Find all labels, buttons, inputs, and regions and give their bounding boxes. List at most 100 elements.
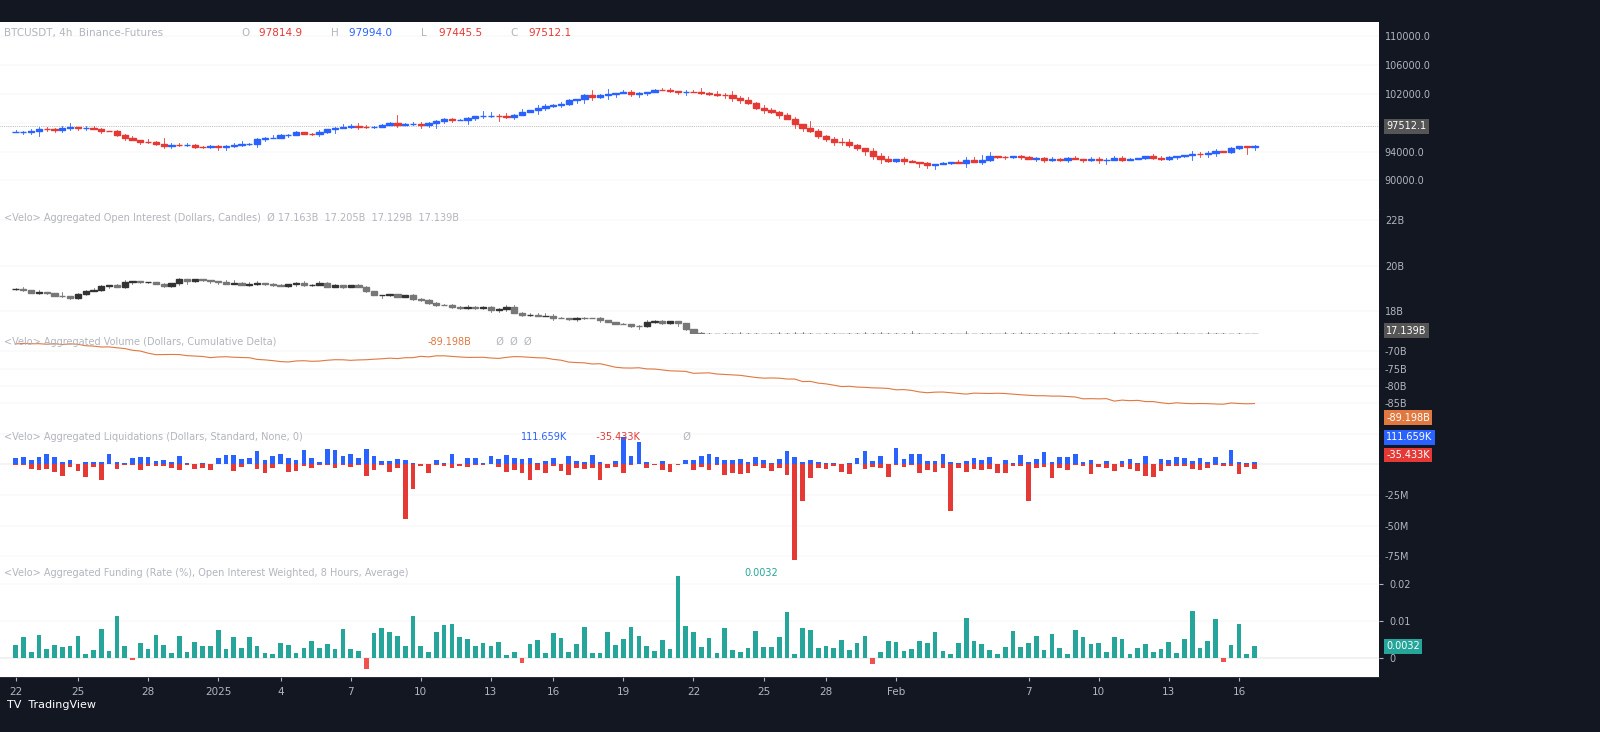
Bar: [1050, 635, 1054, 658]
Bar: [846, 463, 851, 464]
Bar: [1166, 642, 1171, 658]
Bar: [154, 464, 158, 466]
Bar: [154, 460, 158, 464]
Bar: [224, 649, 229, 658]
Bar: [1150, 464, 1155, 477]
Bar: [480, 307, 486, 308]
Bar: [238, 283, 245, 285]
Bar: [518, 111, 525, 115]
Bar: [909, 455, 914, 464]
Bar: [933, 461, 938, 464]
Bar: [130, 458, 134, 464]
Bar: [1158, 464, 1163, 471]
Bar: [35, 292, 42, 294]
Bar: [371, 291, 378, 295]
Bar: [114, 285, 120, 287]
Bar: [667, 321, 674, 323]
Bar: [909, 649, 914, 658]
Bar: [152, 142, 158, 144]
Bar: [341, 456, 346, 464]
Bar: [1174, 464, 1179, 466]
Bar: [363, 658, 368, 668]
Bar: [738, 459, 742, 464]
Bar: [1042, 464, 1046, 467]
Bar: [987, 651, 992, 658]
Bar: [762, 460, 766, 464]
Bar: [426, 464, 430, 474]
Bar: [254, 464, 259, 469]
Bar: [138, 643, 142, 658]
Bar: [653, 464, 658, 465]
Bar: [278, 643, 283, 658]
Bar: [240, 648, 243, 658]
Bar: [301, 464, 306, 466]
Bar: [792, 457, 797, 464]
Bar: [1205, 153, 1211, 154]
Bar: [870, 464, 875, 467]
Bar: [536, 640, 539, 658]
Bar: [840, 464, 843, 472]
Bar: [925, 464, 930, 470]
Bar: [411, 463, 416, 464]
Bar: [200, 463, 205, 464]
Bar: [178, 636, 181, 658]
Bar: [1237, 464, 1242, 474]
Bar: [75, 127, 82, 128]
Bar: [536, 464, 539, 470]
Bar: [1011, 464, 1016, 466]
Bar: [979, 464, 984, 471]
Bar: [1213, 619, 1218, 658]
Bar: [589, 95, 595, 97]
Bar: [83, 463, 88, 464]
Bar: [754, 631, 758, 658]
Bar: [1237, 462, 1242, 464]
Bar: [528, 458, 533, 464]
Bar: [566, 456, 571, 464]
Bar: [894, 464, 899, 465]
Bar: [1120, 464, 1125, 466]
Bar: [792, 464, 797, 560]
Bar: [573, 318, 579, 319]
Bar: [488, 456, 493, 464]
Bar: [99, 629, 104, 658]
Bar: [754, 464, 758, 466]
Bar: [91, 650, 96, 658]
Bar: [1221, 464, 1226, 466]
Text: 111.659K: 111.659K: [522, 432, 568, 441]
Text: 97994.0: 97994.0: [349, 28, 395, 37]
Bar: [1253, 464, 1258, 468]
Bar: [1198, 464, 1202, 469]
Bar: [957, 464, 960, 468]
Bar: [496, 643, 501, 658]
Bar: [333, 450, 338, 464]
Bar: [933, 464, 938, 471]
Bar: [371, 633, 376, 658]
Bar: [862, 451, 867, 464]
Bar: [262, 460, 267, 464]
Bar: [707, 464, 712, 470]
Bar: [1104, 461, 1109, 464]
Bar: [309, 458, 314, 464]
Bar: [582, 464, 587, 469]
Bar: [138, 280, 144, 283]
Bar: [878, 651, 883, 658]
Bar: [168, 283, 174, 286]
Bar: [122, 463, 126, 464]
Bar: [403, 464, 408, 520]
Text: 97445.5: 97445.5: [438, 28, 485, 37]
Bar: [474, 458, 478, 464]
Bar: [878, 464, 883, 468]
Bar: [598, 462, 602, 464]
Bar: [949, 462, 954, 464]
Bar: [768, 110, 774, 112]
Bar: [1019, 455, 1022, 464]
Bar: [963, 464, 968, 471]
Bar: [1136, 464, 1139, 471]
Text: 97814.9: 97814.9: [259, 28, 306, 37]
Bar: [1064, 158, 1070, 160]
Bar: [784, 464, 789, 476]
Bar: [331, 285, 338, 286]
Bar: [254, 139, 261, 143]
Bar: [309, 641, 314, 658]
Bar: [917, 162, 923, 163]
